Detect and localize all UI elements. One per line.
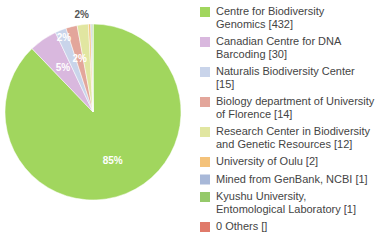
legend-label-line: Research Center in Biodiversity (216, 125, 371, 137)
data-label: 2% (72, 53, 87, 64)
legend-item: Canadian Centre for DNABarcoding [30] (200, 35, 342, 60)
legend-label: University of Oulu [2] (216, 155, 318, 167)
data-label: 2% (57, 32, 72, 43)
data-labels: 85%5%2%2%2% (56, 9, 123, 166)
pie-slice (5, 24, 181, 200)
legend-label-line: Entomological Laboratory [1] (216, 202, 356, 214)
legend-label: Naturalis Biodiversity Center[15] (216, 65, 355, 90)
legend-swatch (200, 157, 210, 167)
data-label: 5% (56, 62, 71, 73)
legend-label-line: Centre for Biodiversity (216, 5, 325, 17)
legend-swatch (200, 37, 210, 47)
legend-label: Mined from GenBank, NCBI [1] (216, 172, 368, 184)
pie-slice (92, 24, 93, 112)
legend-swatch (200, 97, 210, 107)
legend-label: Biology department of Universityof Flore… (216, 95, 375, 120)
legend-swatch (200, 7, 210, 17)
legend-swatch (200, 192, 210, 202)
legend-label-line: 0 Others [] (216, 220, 267, 232)
data-label: 2% (74, 9, 89, 20)
legend-item: 0 Others [] (200, 220, 267, 232)
legend-label-line: Naturalis Biodiversity Center (216, 65, 355, 77)
chart: 85%5%2%2%2%Centre for BiodiversityGenomi… (0, 0, 380, 240)
pie (5, 24, 181, 200)
legend-item: Mined from GenBank, NCBI [1] (200, 172, 368, 184)
legend-swatch (200, 222, 210, 232)
legend-label-line: Barcoding [30] (216, 47, 287, 59)
legend-label-line: Genomics [432] (216, 17, 293, 29)
legend-label: Kyushu University,Entomological Laborato… (216, 190, 356, 215)
pie-slice (88, 24, 93, 112)
pie-slice (77, 24, 93, 112)
legend-label-line: University of Oulu [2] (216, 155, 318, 167)
legend-item: Kyushu University,Entomological Laborato… (200, 190, 356, 215)
pie-slice (93, 24, 94, 112)
legend-swatch (200, 67, 210, 77)
legend-label: Canadian Centre for DNABarcoding [30] (216, 35, 342, 60)
legend-label-line: [15] (216, 77, 234, 89)
legend-label-line: Canadian Centre for DNA (216, 35, 342, 47)
legend-label: Centre for BiodiversityGenomics [432] (216, 5, 325, 30)
legend-item: Naturalis Biodiversity Center[15] (200, 65, 355, 90)
legend-label: 0 Others [] (216, 220, 267, 232)
data-label: 85% (103, 155, 123, 166)
legend-label-line: and Genetic Resources [12] (216, 137, 352, 149)
legend-label-line: Biology department of University (216, 95, 375, 107)
legend-label-line: Kyushu University, (216, 190, 306, 202)
legend-swatch (200, 127, 210, 137)
legend-label: Research Center in Biodiversityand Genet… (216, 125, 371, 150)
legend-item: Biology department of Universityof Flore… (200, 95, 375, 120)
legend-item: University of Oulu [2] (200, 155, 318, 167)
pie-slice (91, 24, 93, 112)
legend-item: Research Center in Biodiversityand Genet… (200, 125, 371, 150)
legend-label-line: of Florence [14] (216, 107, 292, 119)
legend-item: Centre for BiodiversityGenomics [432] (200, 5, 325, 30)
legend-swatch (200, 175, 210, 185)
legend: Centre for BiodiversityGenomics [432] Can… (200, 5, 375, 232)
legend-label-line: Mined from GenBank, NCBI [1] (216, 172, 368, 184)
